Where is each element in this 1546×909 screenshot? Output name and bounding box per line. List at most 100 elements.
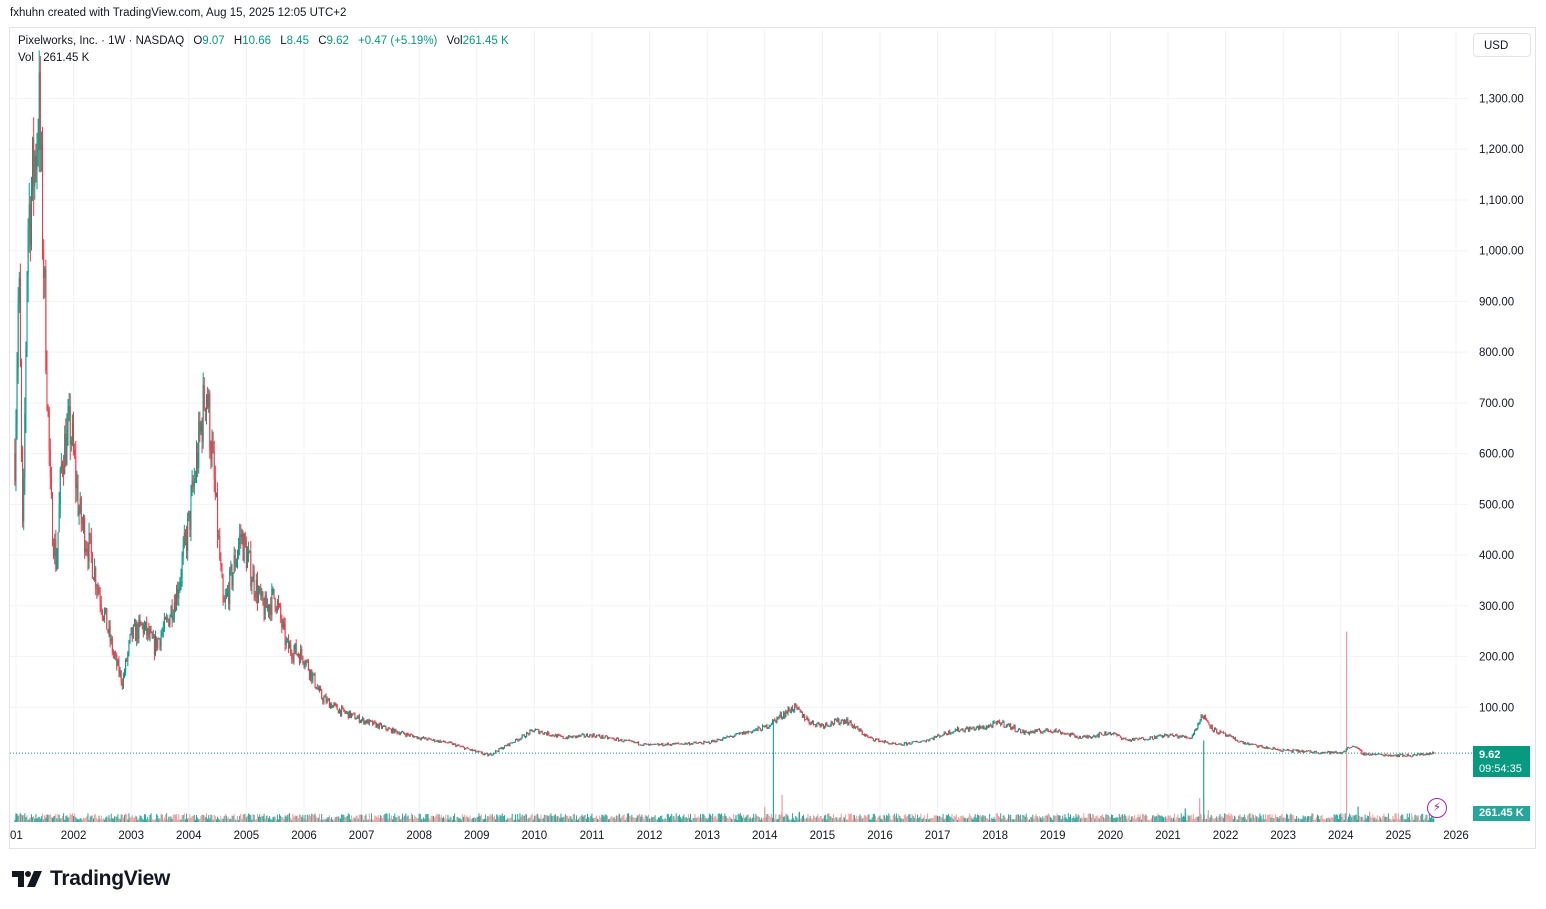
volume-bar <box>877 817 879 822</box>
candle-body <box>633 741 635 743</box>
volume-bar <box>395 817 397 822</box>
candle-body <box>476 751 478 753</box>
volume-bar <box>213 814 215 822</box>
candle-body <box>136 624 138 642</box>
candle-body <box>233 555 235 573</box>
candle-body <box>1243 742 1245 744</box>
candle-body <box>1023 730 1025 735</box>
volume-bar <box>346 815 348 822</box>
candle-body <box>502 747 504 750</box>
volume-spike <box>1345 631 1348 822</box>
volume-bar <box>897 818 899 822</box>
volume-bar <box>1078 815 1080 822</box>
volume-bar <box>760 817 762 822</box>
candle-body <box>1345 749 1347 752</box>
volume-bar <box>1359 815 1361 822</box>
candle-body <box>1135 738 1137 740</box>
volume-bar <box>231 815 233 822</box>
candle-body <box>229 569 231 604</box>
volume-bar <box>690 813 692 822</box>
volume-bar <box>249 814 251 822</box>
candle-body <box>1361 750 1363 754</box>
candle-body <box>1379 753 1381 755</box>
volume-bar <box>1088 813 1090 822</box>
volume-bar <box>197 817 199 822</box>
volume-bar <box>510 817 512 822</box>
volume-tag: 261.45 K <box>1473 806 1530 821</box>
volume-bar <box>774 818 776 822</box>
candle-body <box>863 734 865 736</box>
volume-bar <box>863 815 865 822</box>
volume-bar <box>1017 814 1019 822</box>
candle-body <box>405 734 407 737</box>
candle-body <box>418 737 420 739</box>
volume-bar <box>605 814 607 822</box>
volume-bar <box>1119 816 1121 822</box>
candle-body <box>1343 751 1345 752</box>
volume-bar <box>393 816 395 822</box>
candle-body <box>16 368 18 424</box>
candle-body <box>1190 738 1192 740</box>
volume-bar <box>1314 819 1316 822</box>
candle-body <box>1330 751 1332 754</box>
candle-body <box>776 717 778 723</box>
candle-body <box>888 742 890 745</box>
candle-body <box>747 731 749 733</box>
candle-body <box>534 729 536 731</box>
candle-body <box>1272 747 1274 750</box>
candle-body <box>645 743 647 745</box>
candle-body <box>1062 732 1064 734</box>
volume-bar <box>1391 819 1393 822</box>
volume-bar <box>126 814 128 822</box>
candle-body <box>262 591 264 605</box>
volume-bar <box>440 815 442 822</box>
currency-button[interactable]: USD <box>1473 33 1531 57</box>
volume-bar <box>1233 815 1235 822</box>
candle-body <box>230 566 232 570</box>
candle-body <box>333 703 335 706</box>
volume-spike <box>772 720 775 822</box>
volume-bar <box>1395 813 1397 822</box>
volume-bar <box>60 818 62 822</box>
lightning-icon[interactable]: ⚡ <box>1427 798 1447 818</box>
volume-bar <box>1264 814 1266 822</box>
volume-bar <box>973 816 975 822</box>
y-tick-label: 300.00 <box>1479 601 1514 613</box>
volume-bar <box>931 817 933 822</box>
volume-bar <box>1259 813 1261 822</box>
candle-body <box>818 723 820 724</box>
candle-body <box>1329 751 1331 754</box>
candle-body <box>1398 754 1400 757</box>
volume-bar <box>697 816 699 822</box>
candle-body <box>1179 736 1181 738</box>
volume-bar <box>824 815 826 822</box>
volume-bar <box>562 817 564 822</box>
volume-bar <box>1139 814 1141 822</box>
candle-body <box>549 735 551 737</box>
volume-bar <box>111 817 113 822</box>
volume-bar <box>25 817 27 822</box>
volume-bar <box>1076 816 1078 822</box>
candle-body <box>1217 733 1219 734</box>
volume-bar <box>1182 815 1184 822</box>
volume-bar <box>1124 814 1126 822</box>
volume-bar <box>520 816 522 822</box>
volume-bar <box>671 813 673 822</box>
candle-body <box>602 735 604 739</box>
volume-bar <box>1263 819 1265 822</box>
volume-bar <box>881 819 883 822</box>
volume-bar <box>270 818 272 822</box>
candle-body <box>84 518 86 553</box>
candle-body <box>1160 735 1162 737</box>
candle-body <box>331 703 333 709</box>
candle-body <box>725 736 727 739</box>
volume-bar <box>1383 813 1385 822</box>
candle-body <box>146 621 148 636</box>
candle-body <box>815 724 817 727</box>
volume-bar <box>602 815 604 822</box>
candle-body <box>448 741 450 743</box>
volume-bar <box>1341 816 1343 822</box>
volume-bar <box>584 814 586 822</box>
candle-body <box>1394 754 1396 756</box>
